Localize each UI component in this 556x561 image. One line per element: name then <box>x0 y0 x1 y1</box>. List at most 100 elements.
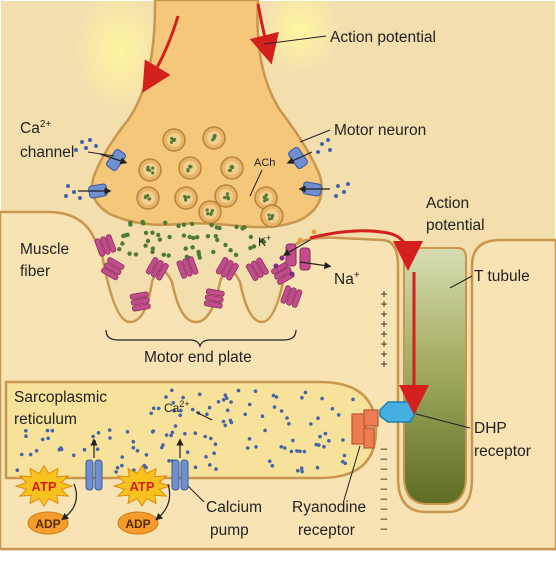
ach-molecule <box>128 222 133 227</box>
calcium-ion <box>279 409 284 413</box>
ach-molecule <box>156 232 161 238</box>
calcium-ion <box>91 434 95 439</box>
ach-molecule <box>191 235 196 241</box>
calcium-ion <box>223 423 227 428</box>
calcium-ion <box>212 451 216 456</box>
dhp-receptor <box>379 401 417 423</box>
ach-molecule <box>190 245 195 250</box>
calcium-ion <box>178 413 182 418</box>
calcium-ion <box>120 455 124 459</box>
calcium-ion <box>302 449 307 454</box>
ach-receptor <box>280 285 303 308</box>
minus-sign: – <box>381 501 388 515</box>
calcium-ion <box>80 140 84 144</box>
calcium-ion <box>318 434 322 439</box>
calcium-ion <box>245 446 250 450</box>
ach-molecule <box>228 248 233 253</box>
calcium-ion <box>268 459 272 464</box>
calcium-ion <box>50 428 55 433</box>
ach-molecule <box>187 234 192 240</box>
calcium-ion <box>173 424 178 428</box>
calcium-ion <box>193 431 198 436</box>
leader-calcium-pump <box>187 485 205 503</box>
calcium-ion <box>24 434 28 439</box>
ach-molecule <box>205 234 211 239</box>
calcium-ion <box>272 405 277 409</box>
leader-action-potential-top <box>263 35 327 45</box>
calcium-ion <box>183 431 187 436</box>
calcium-ion <box>279 445 284 449</box>
calcium-ion <box>247 402 252 407</box>
calcium-ion <box>169 433 173 438</box>
ach-molecule <box>166 253 171 258</box>
plus-sign: + <box>380 327 387 341</box>
calcium-ion <box>221 398 226 402</box>
label-k: K+ <box>258 233 271 249</box>
ach-molecule <box>195 235 200 240</box>
calcium-ion <box>346 182 350 186</box>
leader-dhp <box>415 413 471 429</box>
calcium-ion <box>108 436 112 440</box>
calcium-ion <box>236 388 241 393</box>
calcium-ion <box>336 413 341 417</box>
motor-end-plate-bracket <box>105 329 297 348</box>
label-dhp-1: DHP <box>474 420 507 437</box>
ach-molecule <box>150 246 156 251</box>
calcium-ion <box>223 393 228 398</box>
label-dhp-2: receptor <box>474 443 531 460</box>
action-potential-arrow-membrane <box>309 229 423 271</box>
calcium-ion <box>326 138 330 142</box>
ach-receptor <box>145 257 169 281</box>
ca-channel-right <box>286 147 313 169</box>
ach-molecule <box>157 237 163 242</box>
calcium-ion <box>328 148 332 152</box>
plus-sign: + <box>380 297 387 311</box>
calcium-ion <box>300 395 304 400</box>
plus-sign: + <box>380 337 387 351</box>
calcium-ion <box>72 190 76 194</box>
action-potential-arrow-right <box>249 3 279 65</box>
ach-receptor <box>203 288 225 309</box>
minus-sign: – <box>381 441 388 455</box>
ca-channel-right-lower <box>298 181 330 197</box>
calcium-ion <box>64 194 68 198</box>
adp-label-left: ADP <box>35 517 60 531</box>
calcium-ion <box>19 452 24 457</box>
calcium-ion <box>336 184 340 188</box>
calcium-ion <box>253 389 258 394</box>
calcium-ion <box>271 393 276 398</box>
calcium-ion <box>185 450 190 455</box>
ach-molecule <box>143 243 148 248</box>
ach-molecule <box>167 234 172 240</box>
minus-sign: – <box>381 451 388 465</box>
ach-receptor <box>176 256 199 279</box>
label-sr-ca: Ca2+ <box>164 399 190 415</box>
calcium-ion <box>170 430 175 435</box>
adp-right: ADP <box>117 511 159 535</box>
calcium-ion <box>221 419 226 424</box>
calcium-ion <box>323 431 328 436</box>
label-na-sup: + <box>354 270 360 281</box>
ach-molecule <box>143 230 149 236</box>
calcium-ion <box>229 420 234 425</box>
vesicle <box>214 184 238 208</box>
plus-sign: + <box>380 317 387 331</box>
calcium-ion <box>295 449 299 453</box>
calcium-ion <box>205 412 209 417</box>
ca-channel-left <box>99 149 128 171</box>
adp-left: ADP <box>27 511 69 535</box>
ach-molecule <box>183 246 188 251</box>
label-action-potential-right-2: potential <box>426 217 485 234</box>
calcium-ion <box>84 146 88 150</box>
ach-molecule <box>161 252 166 257</box>
ach-receptor <box>245 257 269 281</box>
calcium-pump-right <box>171 438 189 491</box>
vesicle <box>202 126 226 150</box>
calcium-ion <box>96 431 101 435</box>
ach-molecule <box>197 255 202 260</box>
ach-receptor <box>101 257 125 281</box>
calcium-ion <box>216 400 221 404</box>
plus-sign: + <box>380 347 387 361</box>
ach-molecule <box>189 221 195 227</box>
